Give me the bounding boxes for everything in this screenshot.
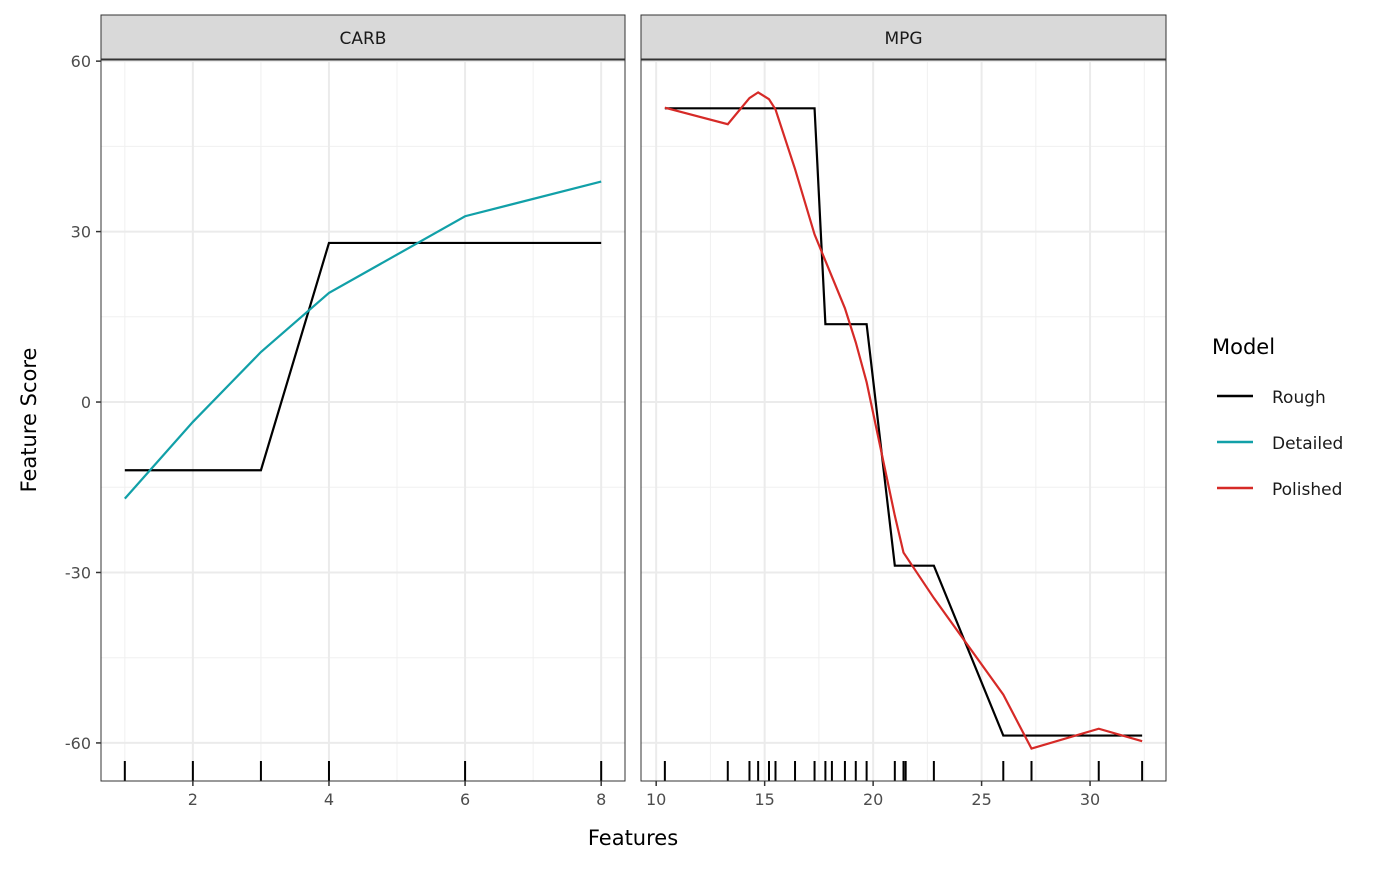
y-tick-label: -60 (65, 734, 91, 753)
legend-label: Rough (1272, 388, 1326, 408)
x-tick-label: 15 (754, 790, 774, 809)
y-tick-label: 60 (71, 52, 91, 71)
panel-border (640, 59, 1167, 782)
legend-title: Model (1212, 335, 1275, 359)
panel-strip (640, 14, 1167, 60)
legend-label: Detailed (1272, 434, 1343, 454)
x-tick-label: 2 (188, 790, 198, 809)
y-tick-label: -30 (65, 563, 91, 582)
x-axis-title: Features (588, 826, 678, 850)
x-tick-label: 6 (460, 790, 470, 809)
x-tick-label: 8 (596, 790, 606, 809)
x-tick-label: 20 (863, 790, 883, 809)
x-tick-label: 4 (324, 790, 334, 809)
x-tick-label: 10 (646, 790, 666, 809)
panel-border (100, 59, 626, 782)
panel-title: MPG (884, 29, 922, 49)
panel-strip (100, 14, 626, 60)
y-tick-label: 0 (81, 393, 91, 412)
series-line-rough (124, 241, 602, 472)
series-line-detailed (123, 180, 602, 500)
panel-title: CARB (340, 29, 387, 49)
x-tick-label: 30 (1080, 790, 1100, 809)
y-axis-title: Feature Score (17, 348, 41, 493)
y-tick-label: 30 (71, 223, 91, 242)
series-line-rough (664, 107, 1143, 737)
x-tick-label: 25 (971, 790, 991, 809)
series-line-polished (664, 91, 1143, 750)
legend-label: Polished (1272, 480, 1342, 500)
